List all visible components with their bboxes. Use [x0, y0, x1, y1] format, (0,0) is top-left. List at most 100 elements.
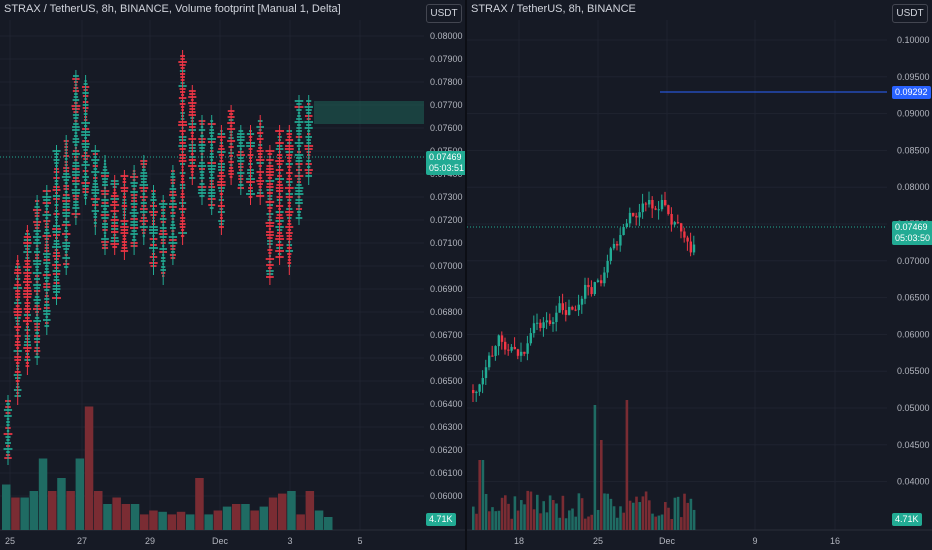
- volume-bar: [568, 510, 571, 530]
- volume-bar: [523, 504, 526, 530]
- candle-body: [654, 208, 657, 210]
- candle-body: [510, 346, 513, 351]
- candle-body: [676, 222, 680, 224]
- volume-bar: [539, 513, 542, 530]
- volume-bar: [287, 491, 296, 530]
- volume-bar: [475, 513, 478, 530]
- last-price-value: 0.07469: [429, 152, 462, 162]
- candle-body: [577, 304, 580, 311]
- candle-body: [539, 322, 542, 328]
- volume-bar: [545, 512, 549, 530]
- candle-body: [564, 310, 568, 315]
- volume-bar: [654, 516, 657, 530]
- volume-bar: [622, 512, 625, 530]
- price-tick: 0.07300: [430, 192, 463, 202]
- volume-bar: [497, 510, 501, 530]
- volume-bar: [561, 495, 565, 530]
- candle-body: [526, 343, 529, 354]
- volume-bar: [84, 406, 94, 530]
- candle-body: [542, 322, 545, 328]
- candle-chart-pane[interactable]: 0.100000.095000.090000.085000.080000.075…: [467, 0, 932, 550]
- candle-body: [574, 309, 577, 311]
- volume-bar: [232, 504, 241, 530]
- volume-bar: [603, 493, 606, 530]
- candle-body: [664, 200, 667, 206]
- volume-bar: [500, 497, 504, 530]
- price-tick: 0.07000: [430, 261, 463, 271]
- pane-divider[interactable]: [465, 0, 467, 550]
- countdown-value: 05:03:50: [895, 233, 931, 243]
- candle-body: [692, 244, 696, 253]
- volume-bar: [158, 511, 167, 530]
- candle-body: [494, 346, 497, 356]
- volume-bar: [664, 502, 667, 530]
- volume-bar: [552, 500, 555, 530]
- volume-bar: [660, 514, 664, 530]
- footprint-chart-pane[interactable]: 0.080000.079000.078000.077000.076000.075…: [0, 0, 466, 550]
- volume-bar: [670, 519, 673, 530]
- volume-bar: [2, 484, 11, 530]
- candle-body: [606, 260, 609, 273]
- countdown-value: 05:03:51: [429, 163, 465, 173]
- time-tick: 29: [145, 536, 155, 546]
- volume-bar: [686, 502, 689, 530]
- price-tick: 0.06000: [430, 491, 463, 501]
- price-tick: 0.06900: [430, 284, 463, 294]
- volume-bar: [529, 491, 533, 530]
- volume-bar: [564, 518, 568, 530]
- volume-bar: [612, 506, 616, 530]
- candle-body: [536, 322, 539, 324]
- volume-bar: [324, 517, 333, 530]
- candle-body: [641, 203, 644, 213]
- volume-bar: [625, 400, 629, 530]
- volume-bar: [268, 497, 278, 530]
- candle-body: [603, 272, 606, 284]
- volume-bar: [481, 460, 485, 530]
- volume-bar: [558, 517, 561, 530]
- position-box: [314, 101, 424, 124]
- volume-bar: [472, 506, 475, 530]
- candle-body: [619, 235, 622, 246]
- price-tick: 0.04000: [897, 477, 930, 487]
- volume-bar: [513, 496, 517, 530]
- volume-bar: [250, 510, 259, 530]
- time-tick: 9: [752, 536, 757, 546]
- currency-button[interactable]: USDT: [426, 4, 462, 23]
- volume-bar: [689, 498, 693, 530]
- price-tick: 0.09500: [897, 72, 930, 82]
- volume-bar: [574, 516, 577, 530]
- volume-bar: [484, 493, 488, 530]
- price-tick: 0.06400: [430, 399, 463, 409]
- volume-bar: [648, 500, 651, 530]
- candle-chart-canvas[interactable]: 0.100000.095000.090000.085000.080000.075…: [467, 0, 932, 550]
- volume-bar: [673, 497, 677, 530]
- candle-body: [689, 241, 692, 253]
- volume-bar: [48, 491, 57, 530]
- volume-bar: [176, 511, 186, 530]
- last-price-label: 0.07469 05:03:51: [426, 151, 466, 175]
- price-tick: 0.06300: [430, 422, 463, 432]
- candle-body: [475, 391, 478, 394]
- volume-bar: [657, 515, 661, 530]
- candle-body: [507, 349, 510, 351]
- candle-body: [657, 209, 660, 211]
- currency-button[interactable]: USDT: [892, 4, 928, 23]
- price-tick: 0.07800: [430, 77, 463, 87]
- volume-bar: [305, 491, 315, 530]
- chart-title: STRAX / TetherUS, 8h, BINANCE: [471, 3, 636, 15]
- candle-body: [548, 320, 552, 324]
- volume-bar: [213, 510, 223, 530]
- volume-bar: [600, 440, 603, 530]
- candle-body: [584, 284, 587, 299]
- candle-body: [673, 222, 676, 225]
- candle-body: [628, 212, 632, 224]
- footprint-chart-canvas[interactable]: 0.080000.079000.078000.077000.076000.075…: [0, 0, 466, 550]
- price-tick: 0.07000: [897, 256, 930, 266]
- candle-body: [625, 223, 628, 228]
- candle-body: [552, 322, 555, 324]
- candle-body: [555, 312, 558, 323]
- volume-bar: [94, 491, 103, 530]
- price-tick: 0.05500: [897, 366, 930, 376]
- price-tick: 0.07700: [430, 100, 463, 110]
- candle-body: [638, 212, 641, 218]
